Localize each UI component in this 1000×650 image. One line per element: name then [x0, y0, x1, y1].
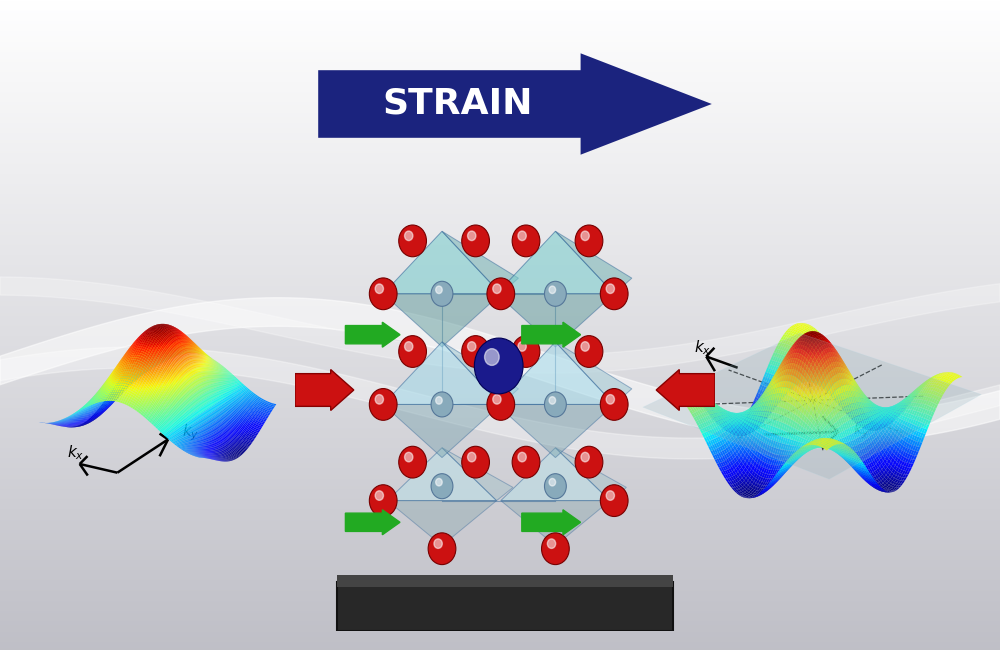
- Circle shape: [462, 447, 489, 478]
- Circle shape: [369, 278, 397, 309]
- Text: STRAIN: STRAIN: [382, 87, 533, 121]
- Circle shape: [436, 396, 442, 404]
- Circle shape: [375, 491, 383, 500]
- Circle shape: [375, 395, 383, 404]
- FancyBboxPatch shape: [337, 575, 673, 587]
- Circle shape: [544, 392, 566, 417]
- Polygon shape: [497, 294, 614, 347]
- Circle shape: [512, 447, 540, 478]
- Circle shape: [436, 478, 442, 486]
- Circle shape: [405, 342, 413, 351]
- Circle shape: [575, 447, 603, 478]
- Polygon shape: [387, 448, 497, 500]
- Circle shape: [518, 342, 526, 351]
- Circle shape: [436, 286, 442, 294]
- Circle shape: [518, 231, 526, 240]
- Circle shape: [474, 338, 523, 394]
- Polygon shape: [383, 231, 501, 294]
- Circle shape: [405, 231, 413, 240]
- Circle shape: [606, 395, 614, 404]
- FancyArrow shape: [295, 370, 354, 410]
- Circle shape: [369, 389, 397, 421]
- FancyArrow shape: [656, 370, 715, 410]
- Circle shape: [581, 452, 589, 462]
- Circle shape: [547, 539, 556, 549]
- Circle shape: [431, 281, 453, 306]
- Polygon shape: [318, 53, 712, 155]
- FancyBboxPatch shape: [337, 582, 673, 630]
- Circle shape: [542, 533, 569, 565]
- Polygon shape: [387, 500, 497, 545]
- Circle shape: [549, 286, 556, 294]
- FancyArrow shape: [345, 322, 400, 347]
- Circle shape: [606, 491, 614, 500]
- Circle shape: [462, 225, 489, 257]
- Circle shape: [549, 478, 556, 486]
- Circle shape: [369, 485, 397, 517]
- Circle shape: [581, 342, 589, 351]
- Circle shape: [493, 395, 501, 404]
- Circle shape: [544, 474, 566, 499]
- Polygon shape: [442, 342, 518, 404]
- Circle shape: [434, 539, 442, 549]
- Circle shape: [493, 284, 501, 294]
- Circle shape: [575, 335, 603, 367]
- Circle shape: [575, 225, 603, 257]
- Circle shape: [468, 231, 476, 240]
- Circle shape: [399, 225, 426, 257]
- FancyArrow shape: [522, 510, 581, 535]
- Polygon shape: [555, 231, 632, 294]
- Polygon shape: [501, 448, 610, 500]
- Polygon shape: [497, 342, 614, 404]
- Circle shape: [600, 278, 628, 309]
- Circle shape: [549, 396, 556, 404]
- Polygon shape: [555, 342, 632, 404]
- Circle shape: [375, 284, 383, 294]
- Polygon shape: [383, 342, 501, 404]
- FancyArrow shape: [345, 510, 400, 535]
- Polygon shape: [442, 448, 513, 500]
- Circle shape: [399, 447, 426, 478]
- Circle shape: [512, 335, 540, 367]
- Circle shape: [487, 278, 515, 309]
- FancyArrow shape: [522, 322, 581, 347]
- Polygon shape: [383, 294, 501, 347]
- Polygon shape: [497, 231, 614, 294]
- Circle shape: [462, 335, 489, 367]
- Circle shape: [600, 389, 628, 421]
- Circle shape: [518, 452, 526, 462]
- Circle shape: [468, 452, 476, 462]
- Circle shape: [431, 392, 453, 417]
- Polygon shape: [442, 231, 518, 294]
- Polygon shape: [501, 500, 610, 545]
- Circle shape: [512, 225, 540, 257]
- Circle shape: [431, 474, 453, 499]
- Circle shape: [600, 485, 628, 517]
- Polygon shape: [383, 404, 501, 458]
- Circle shape: [405, 452, 413, 462]
- Circle shape: [487, 389, 515, 421]
- Circle shape: [544, 281, 566, 306]
- Polygon shape: [555, 448, 626, 500]
- Circle shape: [606, 284, 614, 294]
- Circle shape: [468, 342, 476, 351]
- Circle shape: [485, 348, 499, 365]
- Circle shape: [581, 231, 589, 240]
- Circle shape: [428, 533, 456, 565]
- Circle shape: [399, 335, 426, 367]
- Polygon shape: [497, 404, 614, 458]
